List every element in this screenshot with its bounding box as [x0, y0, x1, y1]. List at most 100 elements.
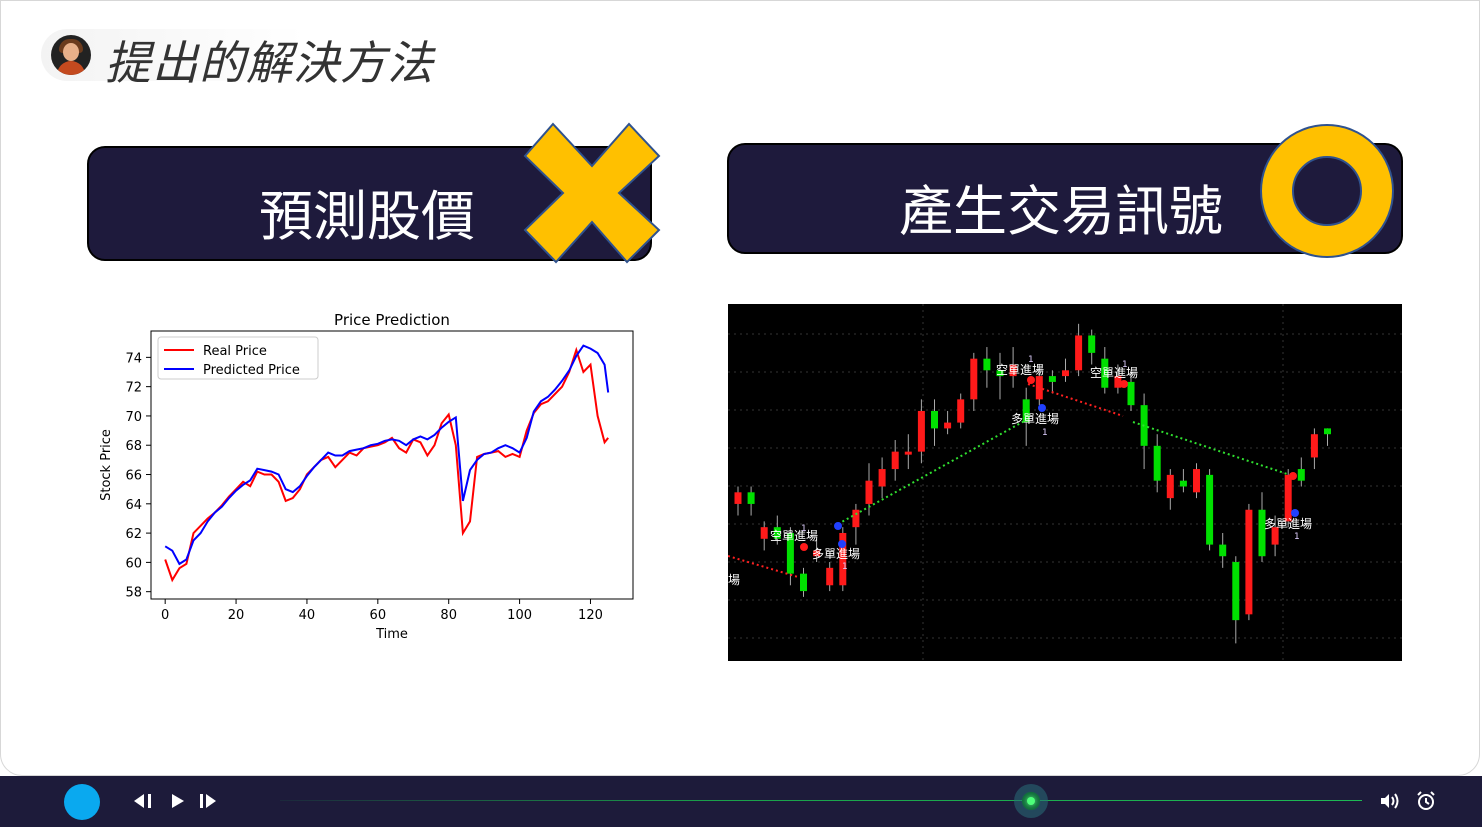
- play-icon[interactable]: [171, 794, 185, 808]
- short-marker: [800, 543, 808, 551]
- short-entry-label: 空單進場: [1090, 366, 1138, 380]
- candle-body: [957, 399, 965, 423]
- x-tick-label: 120: [578, 608, 603, 623]
- trading-signal-chart: 空單進場 多單進場 空單進場 多單進場 空單進場 多單進場場 1 1 1 1 1 1: [727, 304, 1402, 661]
- presenter-avatar: [51, 35, 91, 75]
- signal-line: [837, 418, 1029, 525]
- candle-body: [1048, 376, 1056, 382]
- candle-body: [944, 422, 952, 429]
- candle-body: [996, 370, 1004, 377]
- candle-body: [1127, 381, 1135, 406]
- y-tick-label: 66: [125, 469, 142, 484]
- long-marker: [834, 522, 842, 530]
- signal-line: [1027, 383, 1124, 417]
- candle-body: [1245, 509, 1253, 615]
- progress-track[interactable]: [280, 800, 1362, 801]
- candle-body: [1206, 474, 1214, 545]
- candle-body: [839, 532, 847, 586]
- candle-body: [1284, 474, 1292, 522]
- speaker-waves-icon[interactable]: [1379, 791, 1401, 811]
- candle-body: [1088, 335, 1096, 353]
- long-marker: [1291, 509, 1299, 517]
- candle-body: [865, 480, 873, 504]
- candle-body: [826, 567, 834, 586]
- candle-body: [931, 410, 938, 429]
- long-marker: [1038, 404, 1046, 412]
- candle-body: [1193, 469, 1200, 493]
- candle-body: [800, 573, 807, 592]
- candle-body: [1324, 428, 1331, 435]
- x-tick-label: 0: [161, 608, 169, 623]
- x-tick-label: 20: [228, 608, 245, 623]
- cross-mark-icon: [523, 122, 661, 264]
- y-tick-label: 74: [125, 351, 142, 366]
- candle-body: [1075, 335, 1083, 371]
- candle-body: [747, 492, 755, 504]
- slide-canvas: 提出的解決方法 預測股價 產生交易訊號 Price Prediction Time…: [0, 0, 1480, 776]
- forward-step-icon[interactable]: [198, 794, 218, 808]
- candle-body: [1022, 399, 1030, 423]
- candle-body: [1009, 364, 1017, 377]
- candle-body: [1179, 480, 1187, 487]
- candle-body: [1101, 358, 1109, 388]
- y-tick-label: 62: [125, 527, 142, 542]
- legend-label: Real Price: [203, 344, 267, 359]
- candle-body: [1114, 376, 1122, 388]
- candle-body: [1271, 527, 1279, 545]
- short-entry-label: 空單進場: [996, 363, 1044, 377]
- cut-off-label: 場: [728, 573, 740, 587]
- chart-title: Price Prediction: [334, 311, 450, 329]
- predict-price-label: 預測股價: [259, 185, 475, 248]
- candle-body: [1258, 509, 1266, 557]
- long-entry-label: 多單進場: [1011, 412, 1059, 426]
- count-label: 1: [801, 524, 807, 534]
- candle-body: [813, 550, 821, 557]
- candle-body: [734, 492, 742, 504]
- legend-box: [157, 336, 319, 380]
- x-tick-label: 60: [370, 608, 387, 623]
- candle-body: [1219, 544, 1227, 557]
- short-marker: [1289, 472, 1297, 480]
- candle-body: [773, 527, 781, 539]
- candle-body: [1153, 445, 1161, 481]
- x-axis-label: Time: [375, 627, 408, 642]
- long-entry-label: 多單進場: [1264, 517, 1312, 531]
- y-tick-label: 64: [125, 498, 142, 513]
- player-bar: [0, 776, 1482, 827]
- alarm-clock-icon[interactable]: [1415, 790, 1437, 812]
- y-tick-label: 72: [125, 381, 142, 396]
- candle-body: [970, 358, 978, 400]
- long-marker: [838, 540, 846, 548]
- candle-body: [786, 532, 794, 574]
- y-tick-label: 58: [125, 586, 142, 601]
- candle-body: [1232, 562, 1240, 621]
- y-tick-label: 60: [125, 556, 142, 571]
- y-tick-label: 68: [125, 439, 142, 454]
- count-label: 1: [1294, 532, 1300, 542]
- series-line-predicted: [164, 344, 610, 566]
- candle-body: [878, 469, 886, 487]
- candle-body: [1297, 469, 1305, 481]
- chart-legend: Real Price Predicted Price: [157, 336, 319, 380]
- legend-label: Predicted Price: [203, 363, 300, 378]
- slide-title: 提出的解決方法: [105, 36, 434, 90]
- count-label: 1: [842, 562, 848, 572]
- candle-body: [1062, 370, 1069, 377]
- candle-body: [760, 527, 768, 539]
- long-entry-label: 多單進場: [812, 547, 860, 561]
- signal-line: [1132, 421, 1294, 477]
- candle-body: [1166, 474, 1174, 499]
- count-label: 1: [1042, 428, 1048, 438]
- rewind-step-icon[interactable]: [134, 794, 154, 808]
- short-marker: [1120, 380, 1128, 388]
- trading-signal-label: 產生交易訊號: [899, 180, 1223, 243]
- y-tick-label: 70: [125, 410, 142, 425]
- count-label: 1: [1122, 360, 1128, 370]
- circle-mark-icon: [1260, 124, 1394, 258]
- y-axis-label: Stock Price: [99, 429, 114, 501]
- presenter-cursor: [64, 784, 100, 820]
- candle-body: [891, 451, 899, 470]
- candle-body: [983, 358, 991, 371]
- short-marker: [1027, 376, 1035, 384]
- signal-line: [727, 555, 799, 578]
